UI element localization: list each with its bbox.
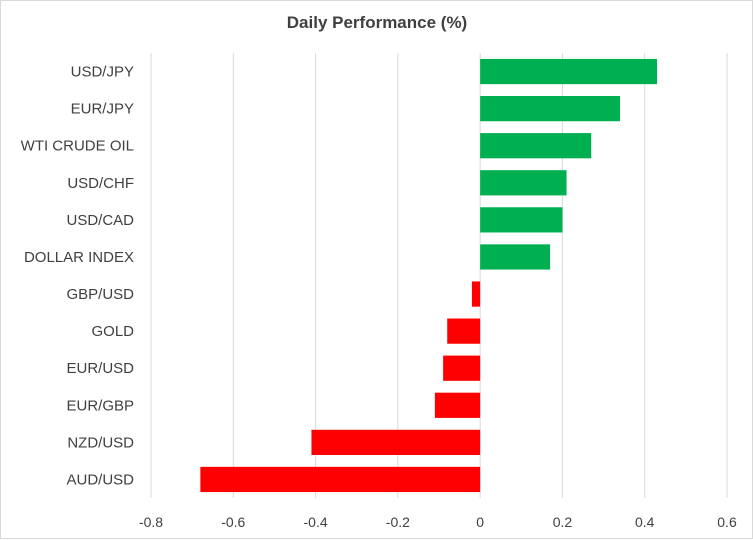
category-label: USD/CHF	[67, 175, 134, 192]
bar-usd-cad	[480, 207, 563, 233]
bar-eur-usd	[443, 355, 481, 381]
category-label: DOLLAR INDEX	[24, 249, 134, 266]
bar-eur-gbp	[434, 392, 481, 418]
x-tick-label: 0.2	[553, 514, 573, 530]
category-label: AUD/USD	[66, 471, 134, 488]
bar-aud-usd	[200, 466, 481, 493]
bars	[200, 58, 658, 493]
x-tick-label: 0	[476, 514, 484, 530]
bar-wti-crude-oil	[480, 133, 592, 159]
category-label: EUR/JPY	[71, 101, 134, 118]
gridlines	[150, 53, 728, 498]
bar-nzd-usd	[311, 429, 481, 455]
x-axis-tick-labels: -0.8 -0.6 -0.4 -0.2 0 0.2 0.4 0.6	[139, 514, 737, 530]
category-label: GBP/USD	[66, 286, 134, 303]
bar-usd-chf	[480, 170, 567, 196]
bar-eur-jpy	[480, 96, 621, 122]
bar-usd-jpy	[480, 58, 658, 85]
x-tick-label: 0.6	[717, 514, 737, 530]
category-label: NZD/USD	[67, 434, 134, 451]
bar-gold	[447, 318, 481, 344]
x-tick-label: -0.8	[139, 514, 163, 530]
category-label: EUR/USD	[66, 360, 134, 377]
bar-gbp-usd	[471, 281, 481, 307]
chart-title: Daily Performance (%)	[287, 13, 467, 32]
x-tick-label: 0.4	[635, 514, 655, 530]
category-label: EUR/GBP	[66, 397, 134, 414]
category-label: WTI CRUDE OIL	[21, 138, 134, 155]
bar-dollar-index	[480, 244, 551, 270]
category-labels: USD/JPY EUR/JPY WTI CRUDE OIL USD/CHF USD/CA…	[21, 64, 135, 489]
x-tick-label: -0.4	[304, 514, 328, 530]
x-tick-label: -0.6	[221, 514, 245, 530]
category-label: GOLD	[91, 323, 134, 340]
category-label: USD/JPY	[71, 64, 134, 81]
x-tick-label: -0.2	[386, 514, 410, 530]
category-label: USD/CAD	[66, 212, 134, 229]
